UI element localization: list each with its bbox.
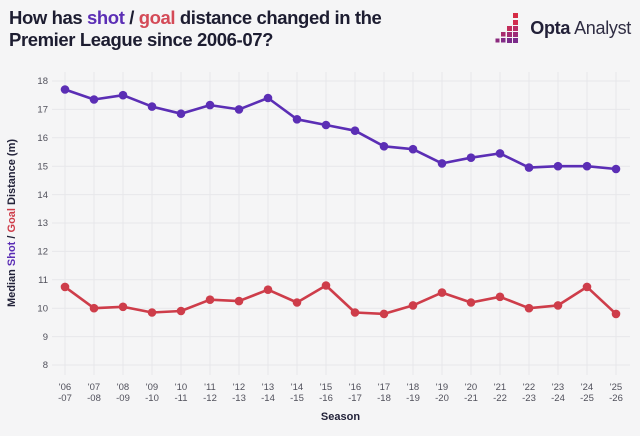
x-tick-label: '13 -14 bbox=[261, 382, 275, 404]
shot-data-point bbox=[379, 142, 389, 151]
y-tick-label: 13 bbox=[37, 218, 48, 229]
shot-data-point bbox=[524, 163, 534, 172]
logo-brand-suffix: Analyst bbox=[574, 18, 631, 38]
x-tick-label: '12 -13 bbox=[232, 382, 246, 404]
goal-data-point bbox=[147, 308, 157, 317]
x-tick-label: '17 -18 bbox=[377, 382, 391, 404]
goal-data-point bbox=[89, 303, 99, 313]
title-line-2: Premier League since 2006-07? bbox=[9, 28, 273, 50]
goal-data-point bbox=[611, 309, 621, 319]
shot-data-point bbox=[466, 153, 476, 162]
gridlines bbox=[52, 72, 630, 375]
shot-data-point bbox=[234, 105, 244, 114]
shot-data-point bbox=[495, 149, 505, 158]
x-tick-label: '20 -21 bbox=[464, 382, 478, 404]
shot-line bbox=[63, 88, 618, 171]
goal-data-point bbox=[379, 309, 389, 319]
shot-data-point bbox=[176, 109, 186, 118]
y-tick-label: 8 bbox=[43, 360, 48, 371]
x-tick-label: '19 -20 bbox=[435, 382, 449, 404]
shot-data-point bbox=[321, 120, 331, 130]
shot-data-point bbox=[118, 90, 128, 100]
goal-data-point bbox=[234, 296, 244, 306]
x-tick-label: '06 -07 bbox=[58, 382, 72, 404]
y-axis-title: Median Shot / Goal Distance (m) bbox=[6, 139, 18, 307]
x-tick-label: '10 -11 bbox=[174, 382, 187, 404]
shot-data-point bbox=[611, 164, 621, 174]
goal-data-point bbox=[292, 298, 302, 307]
series-goal bbox=[60, 281, 621, 319]
logo-brand-name: Opta bbox=[530, 18, 571, 38]
opta-logo-wordmark: Opta Analyst bbox=[530, 18, 631, 39]
x-tick-label: '09 -10 bbox=[145, 382, 159, 404]
x-tick-label: '16 -17 bbox=[348, 382, 362, 404]
shot-data-point bbox=[205, 100, 215, 110]
y-tick-label: 12 bbox=[37, 247, 48, 258]
x-tick-label: '07 -08 bbox=[87, 382, 101, 404]
title-text-prefix: How has bbox=[9, 7, 88, 28]
title-shot-word: shot bbox=[87, 7, 125, 28]
shot-data-point bbox=[60, 85, 70, 94]
x-tick-label: '24 -25 bbox=[580, 382, 594, 404]
goal-data-point bbox=[118, 302, 128, 312]
x-axis-title: Season bbox=[321, 411, 360, 423]
x-tick-label: '08 -09 bbox=[116, 382, 130, 404]
shot-data-point bbox=[437, 159, 447, 168]
goal-data-point bbox=[524, 303, 534, 313]
shot-data-point bbox=[553, 161, 563, 171]
goal-data-point bbox=[437, 288, 447, 297]
y-tick-label: 16 bbox=[37, 133, 48, 144]
title-separator: / bbox=[124, 7, 139, 28]
goal-data-point bbox=[582, 282, 592, 292]
y-tick-label: 10 bbox=[37, 303, 48, 314]
y-tick-label: 14 bbox=[37, 190, 48, 201]
x-tick-label: '11 -12 bbox=[203, 382, 217, 404]
series-shot bbox=[60, 85, 621, 174]
goal-data-point bbox=[495, 292, 505, 302]
goal-data-point bbox=[553, 301, 563, 310]
x-tick-label: '21 -22 bbox=[493, 382, 507, 404]
chart-title: How has shot / goal distance changed in … bbox=[9, 7, 382, 51]
shot-data-point bbox=[292, 115, 302, 124]
shot-data-point bbox=[89, 95, 99, 104]
goal-data-point bbox=[205, 295, 215, 304]
y-tick-label: 9 bbox=[43, 332, 48, 343]
title-text-suffix: distance changed in the bbox=[175, 7, 382, 28]
y-tick-label: 17 bbox=[37, 105, 48, 116]
x-tick-label: '22 -23 bbox=[522, 382, 536, 404]
goal-data-point bbox=[408, 301, 418, 310]
goal-data-point bbox=[350, 308, 360, 317]
title-goal-word: goal bbox=[138, 7, 176, 28]
goal-data-point bbox=[263, 285, 273, 294]
goal-line bbox=[63, 284, 618, 316]
shot-data-point bbox=[582, 161, 592, 171]
x-tick-label: '18 -19 bbox=[406, 382, 420, 404]
goal-data-point bbox=[321, 281, 331, 290]
goal-data-point bbox=[466, 298, 476, 307]
y-tick-label: 15 bbox=[37, 161, 48, 172]
shot-data-point bbox=[408, 144, 418, 154]
y-tick-label: 18 bbox=[37, 76, 48, 87]
x-tick-label: '23 -24 bbox=[551, 382, 565, 404]
opta-analyst-logo: Opta Analyst bbox=[495, 13, 631, 44]
opta-logo-icon bbox=[495, 13, 519, 43]
y-tick-label: 11 bbox=[38, 275, 48, 286]
x-tick-label: '25 -26 bbox=[609, 382, 623, 404]
header: How has shot / goal distance changed in … bbox=[0, 0, 640, 60]
shot-data-point bbox=[147, 102, 157, 111]
shot-data-point bbox=[350, 126, 360, 135]
x-axis-tick-labels: '06 -07 '07 -08 '08 -09 '09 -10 '10 -11 '11 -12 '12-… bbox=[58, 382, 623, 404]
goal-data-point bbox=[60, 282, 70, 292]
shot-data-point bbox=[263, 93, 273, 103]
x-tick-label: '15 -16 bbox=[319, 382, 333, 404]
title-line-1: How has shot / goal distance changed in … bbox=[9, 7, 382, 29]
x-tick-label: '14 -15 bbox=[290, 382, 304, 404]
goal-data-point bbox=[176, 306, 186, 316]
y-axis-tick-labels: 8 9 10 11 12 13 14 15 16 17 18 bbox=[37, 76, 48, 371]
